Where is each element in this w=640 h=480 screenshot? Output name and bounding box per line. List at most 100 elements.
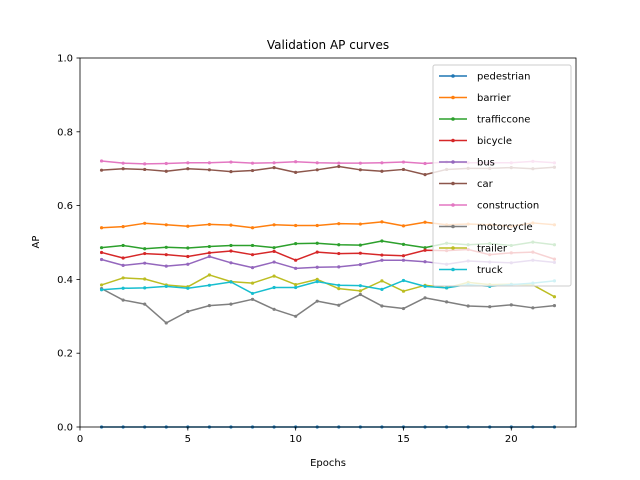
data-point-truck xyxy=(229,280,233,284)
legend-label: trailer xyxy=(477,244,508,255)
legend-box xyxy=(432,64,572,287)
x-tick-label: 0 xyxy=(77,434,83,445)
data-point-bicycle xyxy=(294,258,298,262)
data-point-trafficcone xyxy=(229,243,233,248)
data-point-truck xyxy=(315,280,319,284)
data-point-barrier xyxy=(186,224,190,228)
data-point-motorcycle xyxy=(121,298,125,302)
data-point-motorcycle xyxy=(272,307,276,311)
data-point-motorcycle xyxy=(315,299,319,303)
legend-label: bicycle xyxy=(477,136,512,147)
data-point-truck xyxy=(164,284,168,289)
data-point-bicycle xyxy=(423,248,427,252)
data-point-bus xyxy=(401,258,406,262)
data-point-barrier xyxy=(250,226,255,230)
data-point-trailer xyxy=(143,277,147,281)
data-point-construction xyxy=(358,161,362,165)
data-point-barrier xyxy=(272,223,276,227)
data-point-motorcycle xyxy=(509,303,513,307)
data-point-construction xyxy=(207,161,211,165)
chart-title: Validation AP curves xyxy=(267,38,389,52)
data-point-bicycle xyxy=(99,250,104,255)
y-tick-label: 1.0 xyxy=(57,54,73,65)
data-point-construction xyxy=(337,161,341,165)
axis-layer: 0 5 10 15 20 0.0 0.2 0.4 0.6 0.8 1.0 xyxy=(57,54,518,446)
legend-swatch-marker xyxy=(451,267,455,272)
data-point-car xyxy=(380,169,384,173)
data-point-bus xyxy=(99,257,104,262)
legend-item-car: car xyxy=(439,179,494,190)
data-point-motorcycle xyxy=(207,303,211,308)
data-point-construction xyxy=(143,162,147,166)
data-point-car xyxy=(121,167,125,171)
data-point-bicycle xyxy=(315,250,319,254)
data-point-barrier xyxy=(294,223,298,228)
data-point-motorcycle xyxy=(380,304,384,308)
data-point-trafficcone xyxy=(380,239,384,243)
data-point-car xyxy=(207,168,211,172)
legend-label: motorcycle xyxy=(477,222,533,233)
data-point-trafficcone xyxy=(294,242,298,246)
data-point-trailer xyxy=(99,283,104,287)
x-tick-label: 20 xyxy=(505,434,518,445)
data-point-bicycle xyxy=(272,249,276,253)
data-point-barrier xyxy=(164,223,168,227)
data-point-bus xyxy=(337,265,341,269)
data-point-car xyxy=(358,168,362,172)
data-point-bus xyxy=(423,260,427,264)
data-point-truck xyxy=(143,286,147,290)
legend-label: construction xyxy=(477,201,539,212)
data-point-trafficcone xyxy=(337,243,341,247)
data-point-barrier xyxy=(143,221,147,225)
data-point-barrier xyxy=(315,223,319,228)
data-point-motorcycle xyxy=(186,309,190,314)
data-point-trailer xyxy=(401,289,406,293)
data-point-car xyxy=(423,173,427,177)
data-point-trafficcone xyxy=(315,241,319,245)
data-point-motorcycle xyxy=(423,296,427,300)
data-point-car xyxy=(315,168,319,172)
data-point-trailer xyxy=(272,274,276,278)
data-point-car xyxy=(143,167,147,172)
data-point-construction xyxy=(229,160,233,164)
legend-swatch-marker xyxy=(451,203,455,207)
y-axis-label: AP xyxy=(31,236,42,249)
data-point-bus xyxy=(315,265,319,269)
legend-swatch-marker xyxy=(451,95,455,100)
data-point-truck xyxy=(337,283,341,287)
y-tick-label: 0.6 xyxy=(57,201,73,212)
data-point-trafficcone xyxy=(401,242,406,246)
data-point-truck xyxy=(445,286,449,290)
data-point-car xyxy=(401,167,406,172)
data-point-trafficcone xyxy=(121,243,125,248)
legend-item-bicycle: bicycle xyxy=(439,136,512,147)
data-point-bicycle xyxy=(401,254,406,258)
data-point-car xyxy=(337,164,341,169)
data-point-bicycle xyxy=(164,253,168,257)
data-point-trafficcone xyxy=(272,246,276,250)
data-point-bus xyxy=(229,261,233,265)
x-tick-label: 10 xyxy=(289,434,302,445)
data-point-bicycle xyxy=(121,256,125,260)
legend-label: trafficcone xyxy=(477,115,530,126)
data-point-construction xyxy=(380,161,384,165)
data-point-bicycle xyxy=(250,253,255,257)
legend-swatch-marker xyxy=(451,117,455,121)
legend-swatch-marker xyxy=(451,160,455,164)
data-point-trailer xyxy=(207,273,211,277)
data-point-trafficcone xyxy=(186,246,190,250)
x-tick-label: 15 xyxy=(397,434,410,445)
legend-swatch-marker xyxy=(451,181,455,186)
legend-item-motorcycle: motorcycle xyxy=(439,222,533,233)
legend-label: truck xyxy=(477,265,503,276)
data-point-motorcycle xyxy=(466,304,470,308)
legend-swatch-marker xyxy=(451,246,455,250)
data-point-trafficcone xyxy=(423,246,427,250)
data-point-construction xyxy=(121,161,125,165)
data-point-barrier xyxy=(358,222,362,226)
legend-swatch-marker xyxy=(451,74,455,78)
data-point-bus xyxy=(186,262,190,266)
legend-item-trailer: trailer xyxy=(439,244,508,255)
series-line-motorcycle xyxy=(101,287,555,324)
data-point-truck xyxy=(272,285,276,290)
